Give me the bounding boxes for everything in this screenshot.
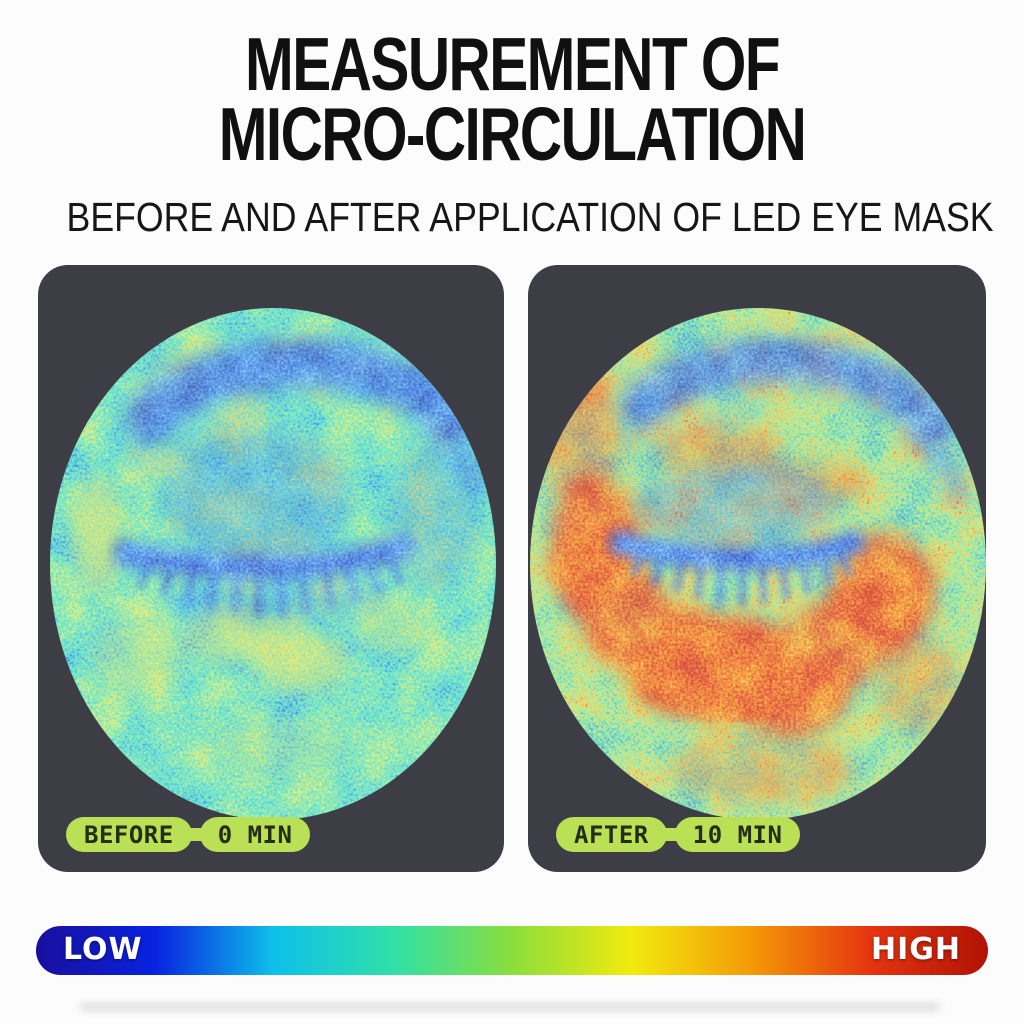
scale-low-label: LOW [63, 931, 143, 967]
bottom-shadow-artifact [80, 1004, 940, 1010]
badge-label-pill: AFTER [556, 817, 667, 852]
badge-time-pill: 0 MIN [199, 817, 311, 852]
thermal-image-after [530, 308, 986, 820]
timestamp-badge-after: AFTER 10 MIN [556, 817, 801, 852]
panel-before: BEFORE 0 MIN [38, 265, 504, 872]
scale-high-label: HIGH [870, 931, 961, 967]
badge-label-pill: BEFORE [66, 817, 192, 852]
badge-time: 10 MIN [692, 820, 783, 849]
title-line-1: MEASUREMENT OF [245, 22, 780, 106]
thermal-eyebrow-eyelash-layer [50, 308, 496, 820]
timestamp-badge-before: BEFORE 0 MIN [66, 817, 311, 852]
badge-time-pill: 10 MIN [674, 817, 801, 852]
title-line-2: MICRO-CIRCULATION [218, 91, 807, 176]
scale-bar: LOW HIGH [36, 926, 988, 975]
page-subtitle: BEFORE AND AFTER APPLICATION OF LED EYE … [66, 193, 994, 240]
thermal-image-before [50, 308, 496, 820]
badge-label: BEFORE [84, 820, 174, 849]
page-title: MEASUREMENT OF MICRO-CIRCULATION [0, 0, 1024, 176]
badge-label: AFTER [574, 820, 649, 849]
panel-after: AFTER 10 MIN [528, 265, 986, 872]
badge-time: 0 MIN [217, 820, 293, 849]
thermal-eyebrow-eyelash-layer [530, 308, 986, 820]
